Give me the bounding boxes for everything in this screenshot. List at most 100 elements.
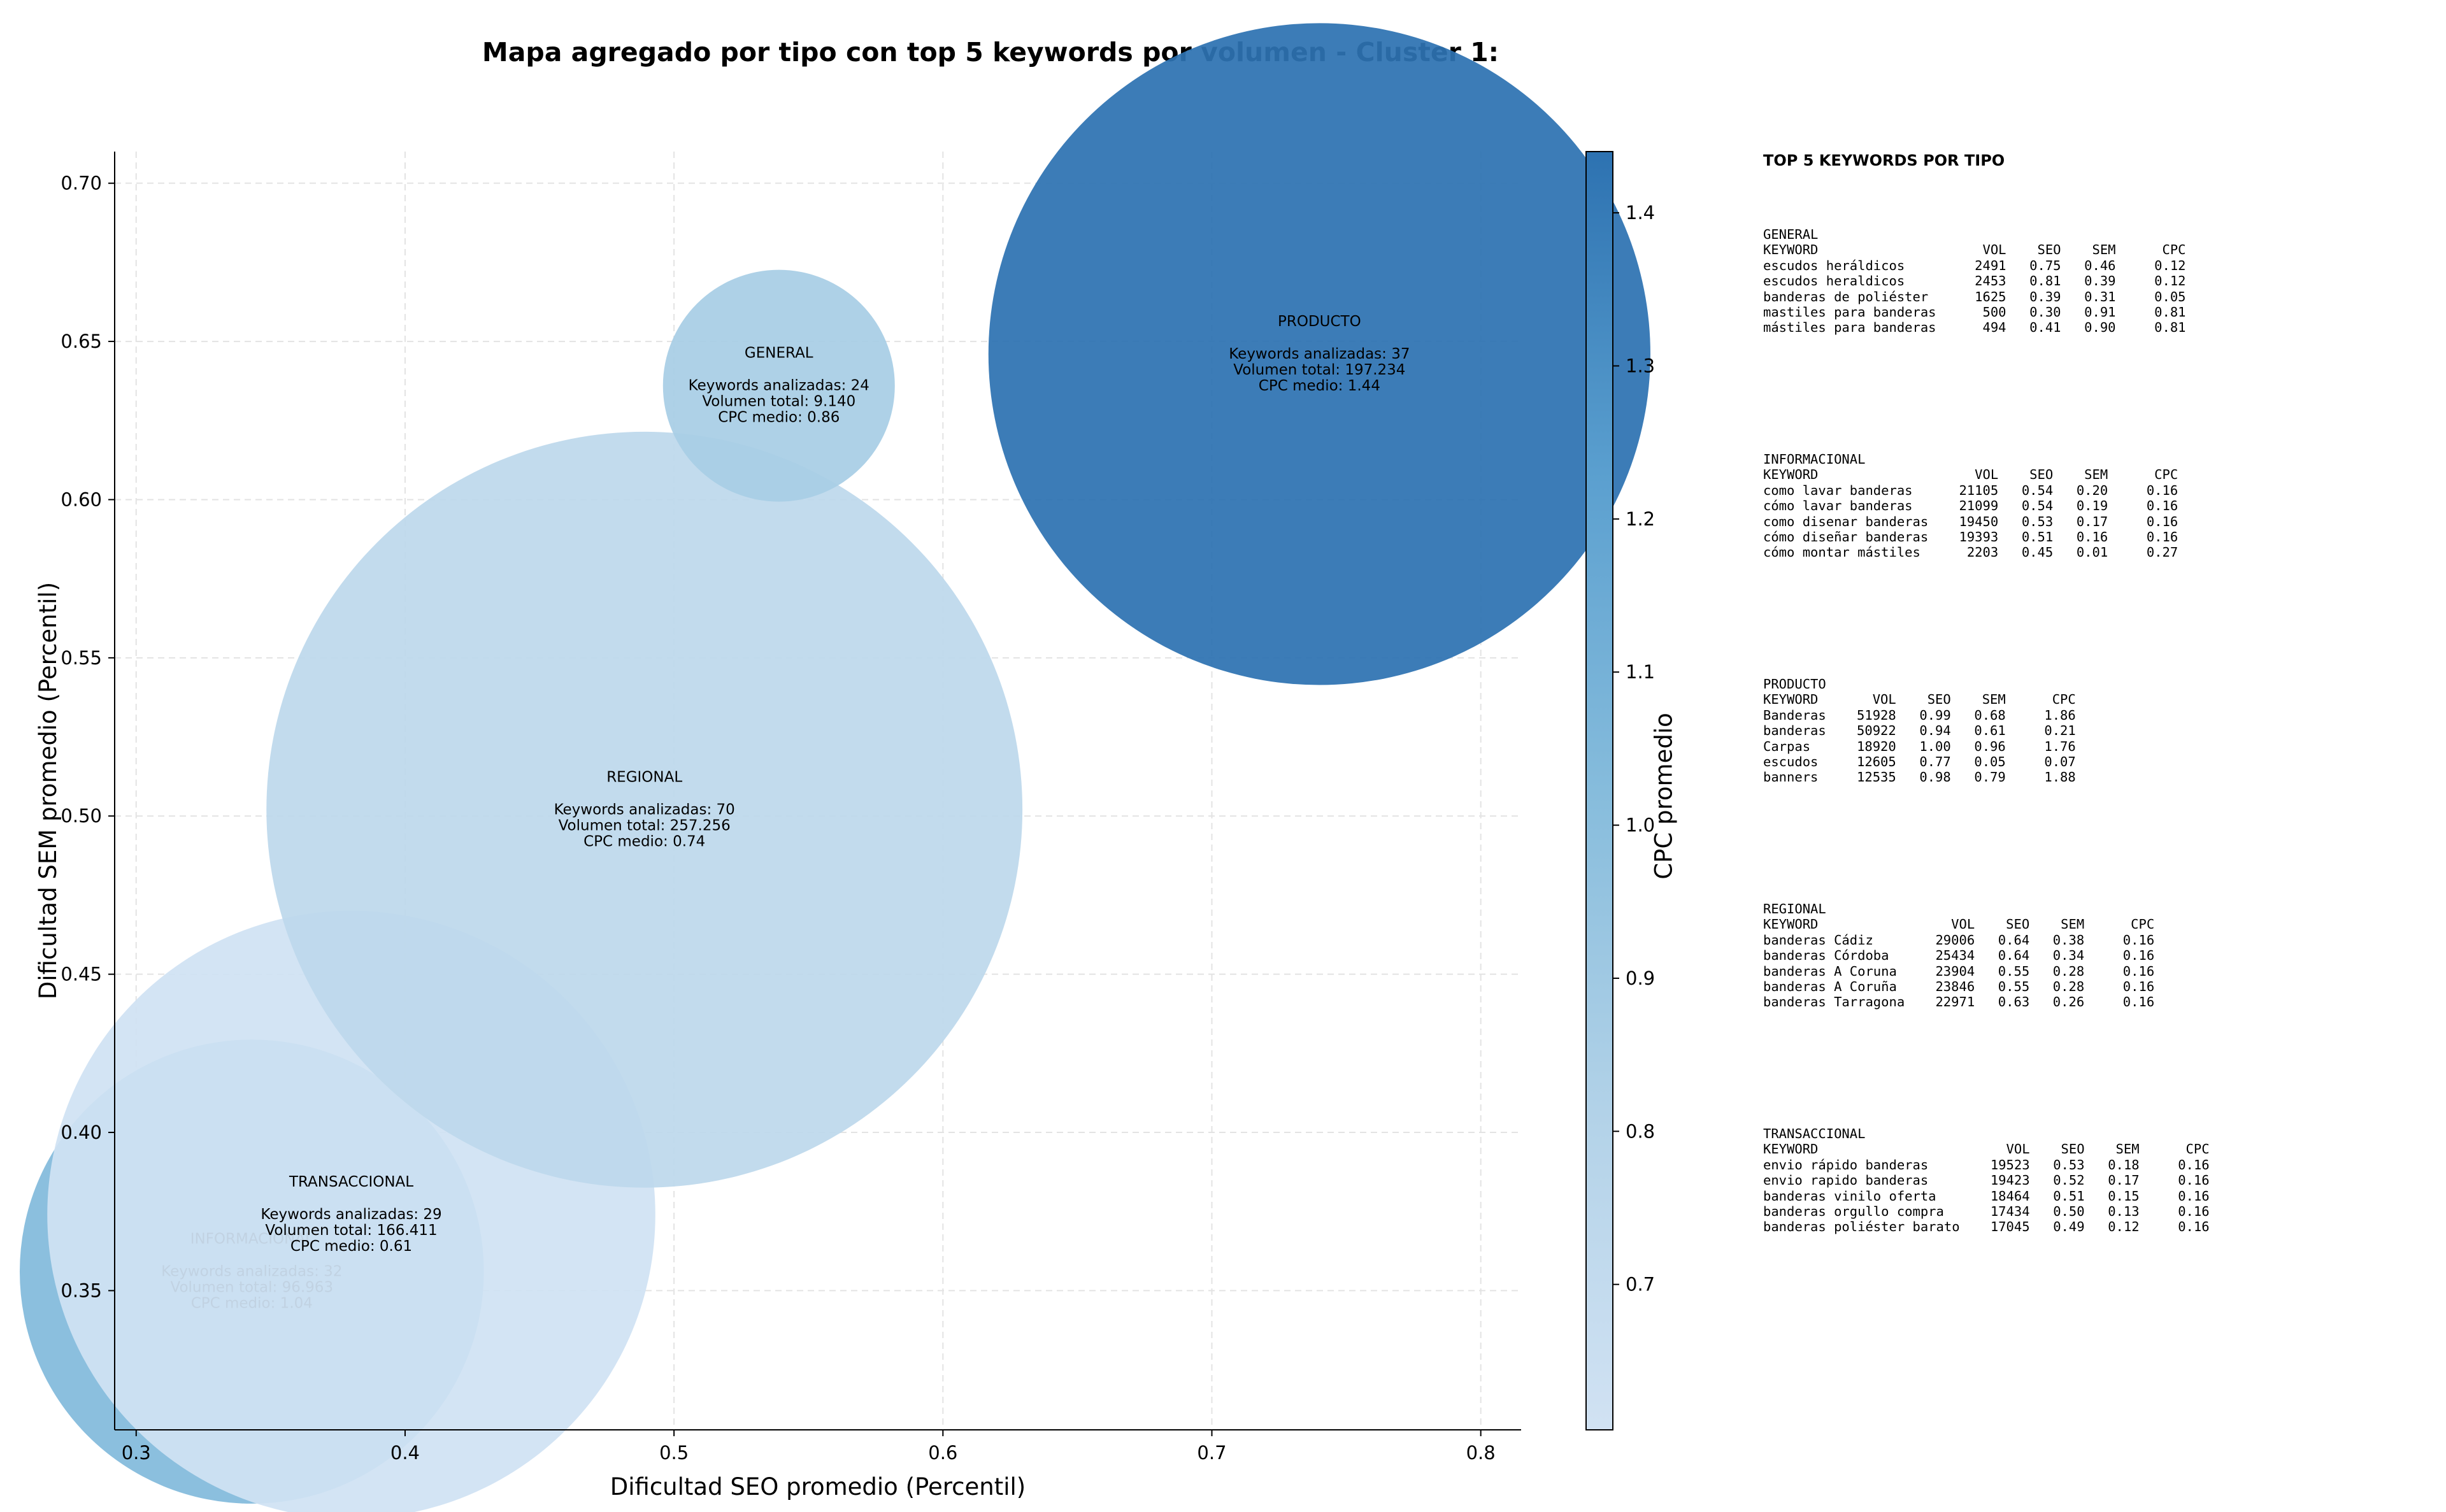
table-row: escudos heraldicos 2453 0.81 0.39 0.12 xyxy=(1763,273,2186,289)
y-axis-label: Dificultad SEM promedio (Percentil) xyxy=(34,582,62,999)
table-cell: 0.18 xyxy=(2108,1157,2140,1173)
table-cell: envio rapido banderas xyxy=(1763,1173,1929,1188)
table-row: banderas A Coruña 23846 0.55 0.28 0.16 xyxy=(1763,979,2154,994)
table-row: Banderas 51928 0.99 0.68 1.86 xyxy=(1763,708,2076,723)
table-cell: VOL xyxy=(1872,692,1896,708)
table-cell: 0.05 xyxy=(1974,754,2006,770)
table-cell: SEO xyxy=(1927,692,1951,708)
y-tick-label: 0.55 xyxy=(61,647,102,669)
table-cell: 19393 xyxy=(1959,529,1999,545)
table-cell: 0.39 xyxy=(2084,273,2116,289)
table-cell: 0.16 xyxy=(2076,529,2108,545)
keyword-table-general: GENERAL KEYWORD VOL SEO SEM CPC escudos heráld… xyxy=(1763,227,2432,452)
keyword-table-title: PRODUCTO xyxy=(1763,676,1826,692)
table-cell: banners xyxy=(1763,769,1819,785)
y-tick-label: 0.60 xyxy=(61,489,102,510)
table-cell: 0.16 xyxy=(2146,513,2178,529)
bubble-keywords: Keywords analizadas: 24 xyxy=(689,378,869,394)
table-cell: 2453 xyxy=(1975,273,2006,289)
table-cell: 0.16 xyxy=(2178,1188,2210,1204)
table-cell: VOL xyxy=(1975,467,1999,483)
table-cell: 23904 xyxy=(1935,963,1975,979)
table-cell: 0.19 xyxy=(2076,498,2108,514)
x-tick-label: 0.6 xyxy=(928,1442,957,1464)
table-row: banderas 50922 0.94 0.61 0.21 xyxy=(1763,723,2076,738)
table-cell: 0.16 xyxy=(2122,932,2155,948)
table-cell: 0.51 xyxy=(2021,529,2054,545)
bubble-keywords: Keywords analizadas: 29 xyxy=(261,1206,441,1223)
table-cell: KEYWORD xyxy=(1763,1141,1819,1157)
table-cell: 22971 xyxy=(1935,994,1975,1010)
table-cell: 0.17 xyxy=(2108,1173,2140,1188)
table-cell: 0.55 xyxy=(1998,963,2030,979)
table-cell: 1.88 xyxy=(2044,769,2076,785)
table-row: banners 12535 0.98 0.79 1.88 xyxy=(1763,769,2076,785)
table-cell: 0.21 xyxy=(2044,723,2076,739)
table-row: mástiles para banderas 494 0.41 0.90 0.81 xyxy=(1763,320,2186,335)
table-header-row: KEYWORD VOL SEO SEM CPC xyxy=(1763,1141,2210,1157)
table-row: cómo diseñar banderas 19393 0.51 0.16 0.16 xyxy=(1763,529,2178,545)
x-axis-label: Dificultad SEO promedio (Percentil) xyxy=(610,1473,1026,1501)
table-cell: KEYWORD xyxy=(1763,692,1819,708)
colorbar-label: CPC promedio xyxy=(1650,713,1678,880)
table-cell: 0.16 xyxy=(2178,1219,2210,1235)
table-row: escudos heráldicos 2491 0.75 0.46 0.12 xyxy=(1763,258,2186,273)
colorbar-tick-label: 0.8 xyxy=(1626,1120,1655,1142)
table-cell: 0.64 xyxy=(1998,932,2030,948)
table-cell: 0.41 xyxy=(2029,320,2061,336)
colorbar-tick-label: 1.3 xyxy=(1626,355,1655,377)
tables-title: TOP 5 KEYWORDS POR TIPO xyxy=(1763,152,2005,169)
table-cell: 23846 xyxy=(1935,979,1975,995)
table-cell: banderas orgullo compra xyxy=(1763,1204,1944,1220)
table-cell: 2203 xyxy=(1966,545,1999,560)
table-cell: 0.17 xyxy=(2076,513,2108,529)
table-cell: 19523 xyxy=(1990,1157,2030,1173)
table-cell: SEM xyxy=(2061,916,2085,932)
table-cell: 0.91 xyxy=(2084,304,2116,320)
table-cell: CPC xyxy=(2131,916,2155,932)
table-cell: CPC xyxy=(2162,242,2186,258)
table-cell: 0.12 xyxy=(2154,273,2186,289)
table-cell: CPC xyxy=(2052,692,2076,708)
colorbar: 0.7 0.8 0.9 1.0 1.1 1.2 1.3 1.4 xyxy=(1585,151,1655,1430)
table-cell: mastiles para banderas xyxy=(1763,304,1936,320)
table-cell: 0.50 xyxy=(2053,1204,2085,1220)
x-tick-label: 0.3 xyxy=(122,1442,151,1464)
table-cell: 0.46 xyxy=(2084,257,2116,273)
table-cell: 0.16 xyxy=(2178,1173,2210,1188)
table-row: banderas de poliéster 1625 0.39 0.31 0.05 xyxy=(1763,289,2186,304)
table-cell: 0.20 xyxy=(2076,482,2108,498)
table-cell: como disenar banderas xyxy=(1763,513,1929,529)
bubble-name: REGIONAL xyxy=(606,769,682,785)
table-cell: banderas A Coruna xyxy=(1763,963,1897,979)
colorbar-tick-label: 0.7 xyxy=(1626,1274,1655,1295)
bubble-keywords: Keywords analizadas: 37 xyxy=(1229,346,1410,362)
bubble-volume: Volumen total: 9.140 xyxy=(702,394,855,410)
bubble-circle xyxy=(266,431,1023,1188)
table-cell: 0.27 xyxy=(2146,545,2178,560)
table-cell: 1.76 xyxy=(2044,738,2076,754)
keyword-tables: GENERAL KEYWORD VOL SEO SEM CPC escudos heráld… xyxy=(1763,227,2432,1351)
table-cell: 0.53 xyxy=(2053,1157,2085,1173)
table-cell: 2491 xyxy=(1975,257,2006,273)
bubble-name: GENERAL xyxy=(745,345,813,362)
table-cell: CPC xyxy=(2154,467,2178,483)
table-cell: 0.98 xyxy=(1919,769,1951,785)
colorbar-tick-label: 1.1 xyxy=(1626,661,1655,683)
table-cell: 0.81 xyxy=(2154,320,2186,336)
table-cell: banderas A Coruña xyxy=(1763,979,1897,995)
table-row: cómo lavar banderas 21099 0.54 0.19 0.16 xyxy=(1763,498,2178,513)
table-cell: 1625 xyxy=(1975,289,2006,304)
table-cell: 25434 xyxy=(1935,948,1975,964)
bubble-volume: Volumen total: 257.256 xyxy=(559,817,731,834)
table-cell: 0.77 xyxy=(1919,754,1951,770)
table-cell: banderas Córdoba xyxy=(1763,948,1889,964)
bubble-volume: Volumen total: 197.234 xyxy=(1233,362,1405,378)
colorbar-bar xyxy=(1585,151,1613,1430)
keyword-table: KEYWORD VOL SEO SEM CPC banderas Cádiz 29006 0.… xyxy=(1763,916,2154,1009)
table-cell: 21099 xyxy=(1959,498,1999,514)
table-cell: 0.28 xyxy=(2052,963,2085,979)
table-row: banderas Tarragona 22971 0.63 0.26 0.16 xyxy=(1763,994,2154,1009)
keyword-table: KEYWORD VOL SEO SEM CPC como lavar banderas 21… xyxy=(1763,467,2178,560)
